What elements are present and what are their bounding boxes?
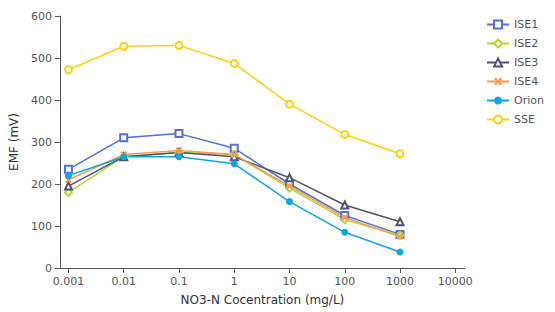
svg-text:1000: 1000 [386, 275, 414, 288]
svg-text:ISE3: ISE3 [514, 56, 538, 69]
svg-text:ISE1: ISE1 [514, 18, 538, 31]
svg-text:1: 1 [231, 275, 238, 288]
svg-text:EMF (mV): EMF (mV) [7, 113, 21, 171]
svg-text:100: 100 [31, 220, 52, 233]
svg-text:100: 100 [334, 275, 355, 288]
svg-text:ISE2: ISE2 [514, 37, 538, 50]
svg-text:10000: 10000 [438, 275, 473, 288]
svg-text:600: 600 [31, 10, 52, 23]
svg-text:500: 500 [31, 52, 52, 65]
svg-text:0.001: 0.001 [53, 275, 85, 288]
svg-text:ISE4: ISE4 [514, 75, 538, 88]
svg-text:400: 400 [31, 94, 52, 107]
svg-text:Orion: Orion [514, 94, 544, 107]
svg-text:10: 10 [282, 275, 296, 288]
svg-text:0: 0 [45, 262, 52, 275]
svg-text:300: 300 [31, 136, 52, 149]
svg-text:200: 200 [31, 178, 52, 191]
svg-text:0.1: 0.1 [170, 275, 188, 288]
svg-text:SSE: SSE [514, 113, 535, 126]
svg-text:0.01: 0.01 [111, 275, 136, 288]
svg-text:NO3-N Cocentration (mg/L): NO3-N Cocentration (mg/L) [181, 293, 345, 307]
